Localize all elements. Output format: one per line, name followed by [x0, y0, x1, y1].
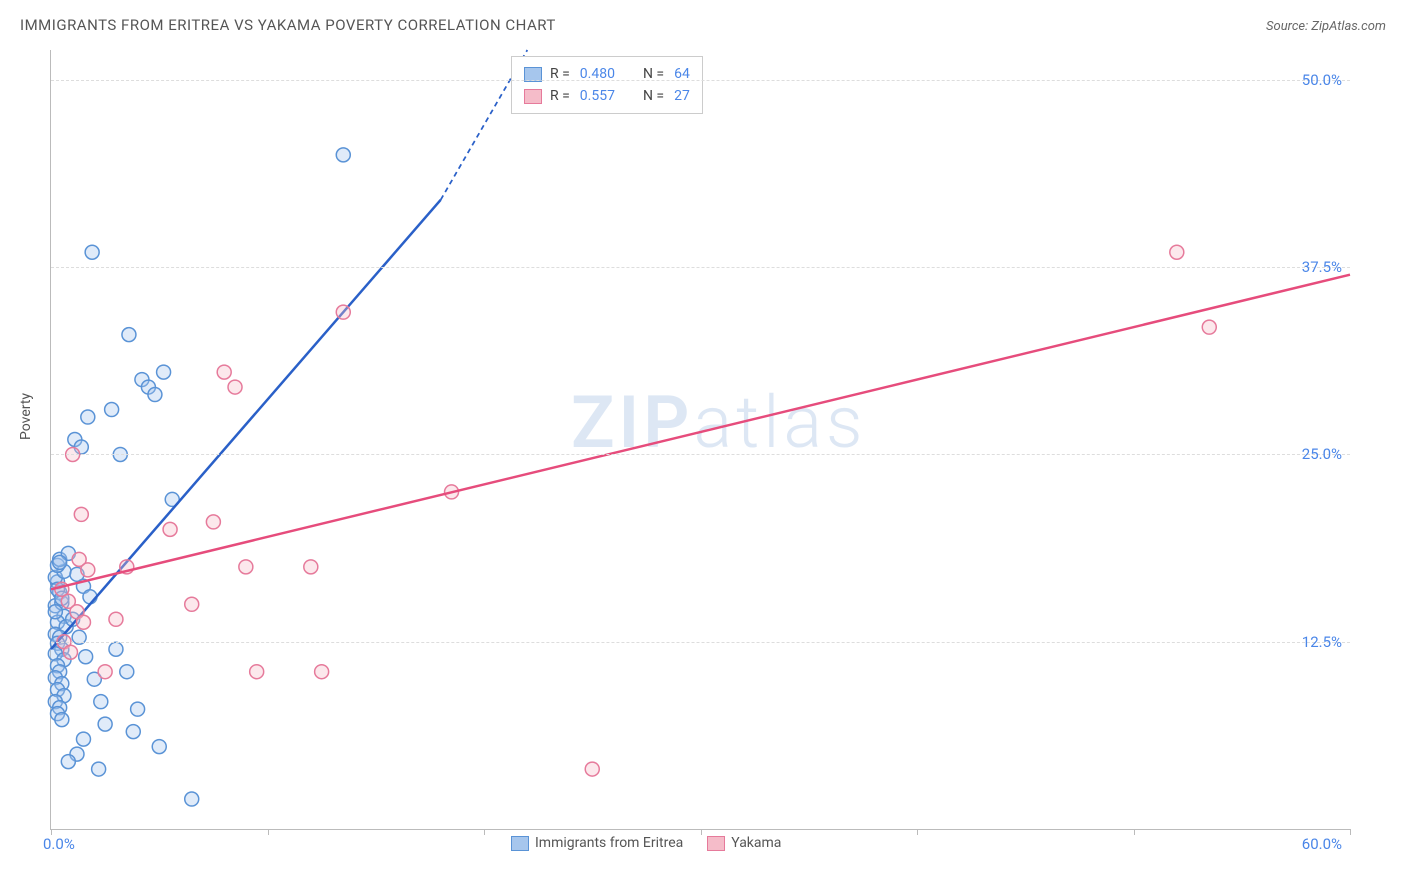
ytick-label: 12.5%: [1302, 633, 1342, 651]
data-point-eritrea: [53, 555, 67, 569]
data-point-yakama: [1170, 245, 1184, 259]
data-point-eritrea: [152, 740, 166, 754]
data-point-yakama: [239, 560, 253, 574]
legend-item-yakama: Yakama: [707, 835, 781, 851]
data-point-eritrea: [185, 792, 199, 806]
r-label-0: R =: [550, 63, 570, 85]
data-point-eritrea: [122, 328, 136, 342]
n-value-0: 64: [674, 63, 690, 85]
data-point-yakama: [185, 597, 199, 611]
data-point-yakama: [81, 563, 95, 577]
legend-item-eritrea: Immigrants from Eritrea: [511, 835, 683, 851]
data-point-yakama: [228, 380, 242, 394]
y-axis-title: Poverty: [18, 393, 34, 440]
chart-title: IMMIGRANTS FROM ERITREA VS YAKAMA POVERT…: [20, 16, 556, 34]
data-point-yakama: [163, 522, 177, 536]
legend-swatch-eritrea: [511, 836, 529, 851]
header: IMMIGRANTS FROM ERITREA VS YAKAMA POVERT…: [20, 16, 1386, 34]
data-point-eritrea: [157, 365, 171, 379]
data-point-eritrea: [120, 665, 134, 679]
data-point-eritrea: [148, 388, 162, 402]
plot-svg: [51, 50, 1350, 829]
chart-container: IMMIGRANTS FROM ERITREA VS YAKAMA POVERT…: [0, 0, 1406, 892]
source-label: Source: ZipAtlas.com: [1266, 19, 1386, 34]
data-point-yakama: [315, 665, 329, 679]
data-point-eritrea: [48, 605, 62, 619]
data-point-yakama: [74, 507, 88, 521]
data-point-eritrea: [81, 410, 95, 424]
data-point-eritrea: [76, 732, 90, 746]
legend-swatch-yakama: [707, 836, 725, 851]
data-point-eritrea: [55, 713, 69, 727]
r-label-1: R =: [550, 85, 570, 107]
legend-label-eritrea: Immigrants from Eritrea: [535, 835, 683, 851]
data-point-yakama: [98, 665, 112, 679]
legend-stats-box: R = 0.480 N = 64 R = 0.557 N = 27: [511, 56, 703, 114]
xtick-label-min: 0.0%: [43, 835, 75, 853]
data-point-eritrea: [336, 148, 350, 162]
data-point-yakama: [1202, 320, 1216, 334]
swatch-yakama: [524, 89, 542, 104]
data-point-eritrea: [98, 717, 112, 731]
n-label-1: N =: [643, 85, 664, 107]
legend-label-yakama: Yakama: [731, 835, 781, 851]
legend-bottom: Immigrants from Eritrea Yakama: [511, 835, 781, 851]
data-point-yakama: [76, 615, 90, 629]
data-point-eritrea: [85, 245, 99, 259]
trend-line-yakama: [51, 275, 1350, 590]
data-point-yakama: [585, 762, 599, 776]
legend-stats-row-1: R = 0.557 N = 27: [524, 85, 690, 107]
data-point-yakama: [250, 665, 264, 679]
data-point-eritrea: [94, 695, 108, 709]
plot-area: ZIPatlas R = 0.480 N = 64 R = 0.557 N = …: [50, 50, 1350, 830]
data-point-eritrea: [79, 650, 93, 664]
r-value-1: 0.557: [580, 85, 615, 107]
n-label-0: N =: [643, 63, 664, 85]
n-value-1: 27: [674, 85, 690, 107]
data-point-eritrea: [109, 642, 123, 656]
xtick-label-max: 60.0%: [1302, 835, 1342, 853]
r-value-0: 0.480: [580, 63, 615, 85]
data-point-yakama: [304, 560, 318, 574]
data-point-yakama: [63, 645, 77, 659]
legend-stats-row-0: R = 0.480 N = 64: [524, 63, 690, 85]
data-point-eritrea: [61, 755, 75, 769]
ytick-label: 50.0%: [1302, 71, 1342, 89]
data-point-eritrea: [131, 702, 145, 716]
ytick-label: 25.0%: [1302, 445, 1342, 463]
data-point-yakama: [206, 515, 220, 529]
data-point-yakama: [336, 305, 350, 319]
data-point-yakama: [109, 612, 123, 626]
data-point-eritrea: [126, 725, 140, 739]
data-point-eritrea: [105, 403, 119, 417]
data-point-yakama: [217, 365, 231, 379]
data-point-eritrea: [92, 762, 106, 776]
ytick-label: 37.5%: [1302, 258, 1342, 276]
